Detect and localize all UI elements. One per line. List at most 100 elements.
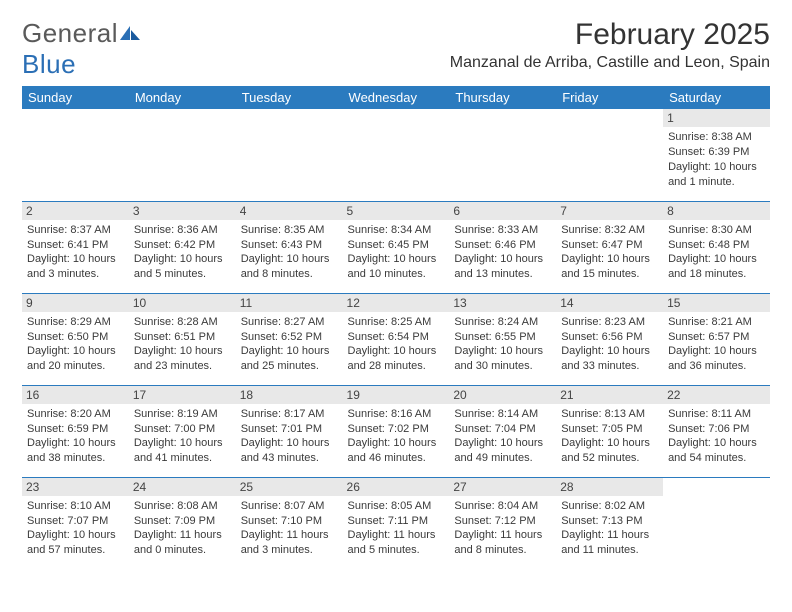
weekday-header: Sunday (22, 86, 129, 109)
daylight-text: Daylight: 11 hours and 5 minutes. (348, 528, 445, 558)
daylight-text: Daylight: 10 hours and 49 minutes. (454, 436, 551, 466)
daylight-text: Daylight: 10 hours and 52 minutes. (561, 436, 658, 466)
day-number: 16 (22, 386, 129, 404)
day-number: 15 (663, 294, 770, 312)
sunset-text: Sunset: 6:54 PM (348, 330, 445, 345)
day-cell: 16Sunrise: 8:20 AMSunset: 6:59 PMDayligh… (22, 385, 129, 477)
day-cell (663, 477, 770, 569)
daylight-text: Daylight: 10 hours and 10 minutes. (348, 252, 445, 282)
weekday-header: Thursday (449, 86, 556, 109)
day-number: 21 (556, 386, 663, 404)
day-number: 5 (343, 202, 450, 220)
sunset-text: Sunset: 6:52 PM (241, 330, 338, 345)
sunrise-text: Sunrise: 8:35 AM (241, 223, 338, 238)
sunset-text: Sunset: 6:45 PM (348, 238, 445, 253)
sunset-text: Sunset: 7:07 PM (27, 514, 124, 529)
sunrise-text: Sunrise: 8:05 AM (348, 499, 445, 514)
day-cell: 3Sunrise: 8:36 AMSunset: 6:42 PMDaylight… (129, 201, 236, 293)
sunset-text: Sunset: 6:50 PM (27, 330, 124, 345)
day-cell: 13Sunrise: 8:24 AMSunset: 6:55 PMDayligh… (449, 293, 556, 385)
daylight-text: Daylight: 10 hours and 28 minutes. (348, 344, 445, 374)
sunset-text: Sunset: 7:06 PM (668, 422, 765, 437)
day-number: 12 (343, 294, 450, 312)
day-number: 11 (236, 294, 343, 312)
brand-name-a: General (22, 18, 118, 48)
day-cell: 23Sunrise: 8:10 AMSunset: 7:07 PMDayligh… (22, 477, 129, 569)
day-number: 27 (449, 478, 556, 496)
day-cell: 12Sunrise: 8:25 AMSunset: 6:54 PMDayligh… (343, 293, 450, 385)
day-cell: 5 Sunrise: 8:34 AMSunset: 6:45 PMDaylight… (343, 201, 450, 293)
week-row: 23Sunrise: 8:10 AMSunset: 7:07 PMDayligh… (22, 477, 770, 569)
sunrise-text: Sunrise: 8:34 AM (348, 223, 445, 238)
day-cell: 27Sunrise: 8:04 AMSunset: 7:12 PMDayligh… (449, 477, 556, 569)
sunset-text: Sunset: 6:48 PM (668, 238, 765, 253)
sunset-text: Sunset: 7:11 PM (348, 514, 445, 529)
sunrise-text: Sunrise: 8:30 AM (668, 223, 765, 238)
day-cell (556, 109, 663, 201)
sunset-text: Sunset: 7:10 PM (241, 514, 338, 529)
sunrise-text: Sunrise: 8:23 AM (561, 315, 658, 330)
sunrise-text: Sunrise: 8:02 AM (561, 499, 658, 514)
sunrise-text: Sunrise: 8:33 AM (454, 223, 551, 238)
sunrise-text: Sunrise: 8:19 AM (134, 407, 231, 422)
weekday-header: Tuesday (236, 86, 343, 109)
daylight-text: Daylight: 10 hours and 57 minutes. (27, 528, 124, 558)
day-cell: 6Sunrise: 8:33 AMSunset: 6:46 PMDaylight… (449, 201, 556, 293)
title-block: February 2025 Manzanal de Arriba, Castil… (450, 18, 770, 72)
weekday-header-row: Sunday Monday Tuesday Wednesday Thursday… (22, 86, 770, 109)
day-cell: 15Sunrise: 8:21 AMSunset: 6:57 PMDayligh… (663, 293, 770, 385)
daylight-text: Daylight: 10 hours and 33 minutes. (561, 344, 658, 374)
sunset-text: Sunset: 6:42 PM (134, 238, 231, 253)
day-cell: 7Sunrise: 8:32 AMSunset: 6:47 PMDaylight… (556, 201, 663, 293)
day-cell: 8Sunrise: 8:30 AMSunset: 6:48 PMDaylight… (663, 201, 770, 293)
sunset-text: Sunset: 6:57 PM (668, 330, 765, 345)
day-number: 7 (556, 202, 663, 220)
day-number: 26 (343, 478, 450, 496)
day-cell: 26 Sunrise: 8:05 AMSunset: 7:11 PMDayligh… (343, 477, 450, 569)
day-number: 2 (22, 202, 129, 220)
day-cell: 10Sunrise: 8:28 AMSunset: 6:51 PMDayligh… (129, 293, 236, 385)
day-cell (236, 109, 343, 201)
day-number: 19 (343, 386, 450, 404)
sunrise-text: Sunrise: 8:13 AM (561, 407, 658, 422)
sunset-text: Sunset: 6:43 PM (241, 238, 338, 253)
sunset-text: Sunset: 6:47 PM (561, 238, 658, 253)
daylight-text: Daylight: 10 hours and 5 minutes. (134, 252, 231, 282)
sunrise-text: Sunrise: 8:17 AM (241, 407, 338, 422)
sunset-text: Sunset: 6:55 PM (454, 330, 551, 345)
daylight-text: Daylight: 11 hours and 3 minutes. (241, 528, 338, 558)
sunset-text: Sunset: 6:46 PM (454, 238, 551, 253)
day-cell: 22 Sunrise: 8:11 AMSunset: 7:06 PMDayligh… (663, 385, 770, 477)
sunrise-text: Sunrise: 8:21 AM (668, 315, 765, 330)
day-number: 3 (129, 202, 236, 220)
day-cell: 4Sunrise: 8:35 AMSunset: 6:43 PMDaylight… (236, 201, 343, 293)
sunset-text: Sunset: 7:05 PM (561, 422, 658, 437)
daylight-text: Daylight: 10 hours and 13 minutes. (454, 252, 551, 282)
daylight-text: Daylight: 10 hours and 54 minutes. (668, 436, 765, 466)
day-cell: 19Sunrise: 8:16 AMSunset: 7:02 PMDayligh… (343, 385, 450, 477)
day-cell (343, 109, 450, 201)
daylight-text: Daylight: 10 hours and 25 minutes. (241, 344, 338, 374)
day-number: 17 (129, 386, 236, 404)
day-cell: 14Sunrise: 8:23 AMSunset: 6:56 PMDayligh… (556, 293, 663, 385)
sunrise-text: Sunrise: 8:11 AM (668, 407, 765, 422)
sunrise-text: Sunrise: 8:29 AM (27, 315, 124, 330)
sunrise-text: Sunrise: 8:32 AM (561, 223, 658, 238)
day-number: 25 (236, 478, 343, 496)
weekday-header: Wednesday (343, 86, 450, 109)
day-number: 14 (556, 294, 663, 312)
day-number: 22 (663, 386, 770, 404)
sunrise-text: Sunrise: 8:28 AM (134, 315, 231, 330)
sunrise-text: Sunrise: 8:08 AM (134, 499, 231, 514)
daylight-text: Daylight: 10 hours and 20 minutes. (27, 344, 124, 374)
day-number: 20 (449, 386, 556, 404)
week-row: 16Sunrise: 8:20 AMSunset: 6:59 PMDayligh… (22, 385, 770, 477)
day-number: 13 (449, 294, 556, 312)
weekday-header: Monday (129, 86, 236, 109)
daylight-text: Daylight: 11 hours and 8 minutes. (454, 528, 551, 558)
daylight-text: Daylight: 11 hours and 0 minutes. (134, 528, 231, 558)
day-cell: 11Sunrise: 8:27 AMSunset: 6:52 PMDayligh… (236, 293, 343, 385)
daylight-text: Daylight: 10 hours and 23 minutes. (134, 344, 231, 374)
location-subtitle: Manzanal de Arriba, Castille and Leon, S… (450, 54, 770, 72)
day-number: 24 (129, 478, 236, 496)
